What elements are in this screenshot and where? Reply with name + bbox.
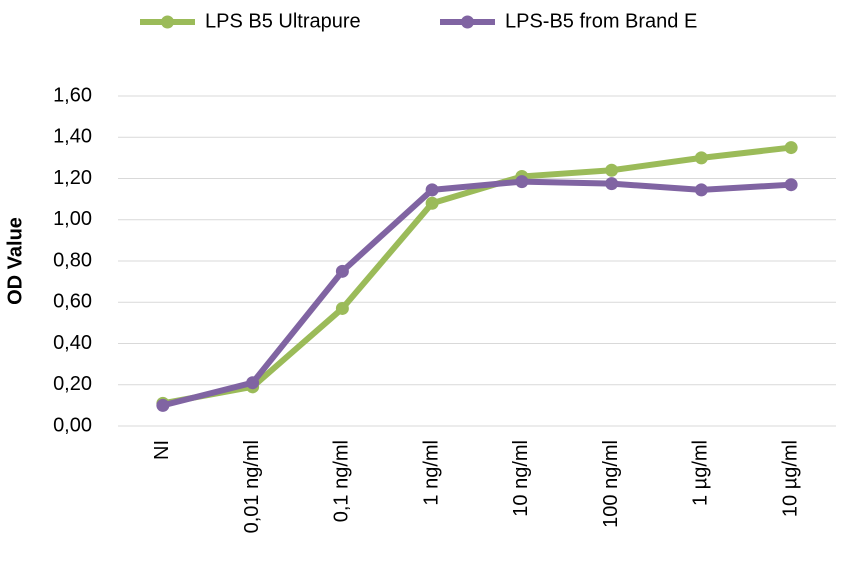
x-tick-label: 10 µg/ml <box>779 440 801 517</box>
data-point <box>335 264 349 278</box>
series-line <box>162 178 792 409</box>
data-point <box>515 175 529 189</box>
x-tick-label: 100 ng/ml <box>600 440 622 528</box>
x-tick-label: 10 ng/ml <box>510 440 532 517</box>
legend-marker <box>161 15 174 29</box>
data-point <box>784 178 798 192</box>
legend-label: LPS-B5 from Brand E <box>505 10 697 32</box>
data-point <box>335 301 349 315</box>
y-tick-label: 1,60 <box>53 84 92 106</box>
data-point <box>425 196 439 210</box>
y-tick-label: 0,80 <box>53 249 92 271</box>
legend-marker <box>461 15 474 29</box>
y-tick-label: 0,00 <box>53 414 92 436</box>
x-tick-label: 1 ng/ml <box>420 440 442 506</box>
y-tick-label: 1,40 <box>53 126 92 148</box>
series-line <box>162 144 792 407</box>
x-tick-label: NI <box>151 440 173 460</box>
data-point <box>605 177 619 191</box>
y-tick-label: 1,00 <box>53 208 92 230</box>
data-point <box>605 163 619 177</box>
data-point <box>246 376 260 390</box>
data-point <box>156 398 170 412</box>
x-tick-label: 0,1 ng/ml <box>331 440 353 522</box>
data-point <box>784 141 798 155</box>
x-tick-label: 1 µg/ml <box>690 440 712 506</box>
legend-label: LPS B5 Ultrapure <box>205 10 361 32</box>
data-point <box>425 183 439 197</box>
y-axis-title: OD Value <box>4 217 26 305</box>
x-tick-label: 0,01 ng/ml <box>241 440 263 533</box>
data-point <box>694 151 708 165</box>
y-tick-label: 0,20 <box>53 373 92 395</box>
y-tick-label: 0,40 <box>53 332 92 354</box>
y-tick-label: 1,20 <box>53 167 92 189</box>
y-tick-label: 0,60 <box>53 291 92 313</box>
data-point <box>694 183 708 197</box>
